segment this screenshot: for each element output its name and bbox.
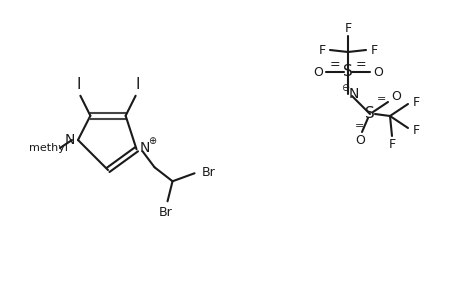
- Text: =: =: [376, 94, 386, 104]
- Text: Br: Br: [201, 166, 215, 179]
- Text: methyl: methyl: [29, 143, 68, 153]
- Text: O: O: [372, 65, 382, 79]
- Text: =: =: [354, 121, 364, 131]
- Text: F: F: [412, 95, 419, 109]
- Text: O: O: [354, 134, 364, 148]
- Text: ⊕: ⊕: [148, 136, 156, 146]
- Text: F: F: [344, 22, 351, 34]
- Text: =: =: [329, 58, 340, 71]
- Text: =: =: [355, 58, 365, 71]
- Text: O: O: [313, 65, 322, 79]
- Text: F: F: [412, 124, 419, 136]
- Text: N: N: [65, 133, 75, 147]
- Text: F: F: [318, 44, 325, 56]
- Text: Br: Br: [158, 206, 172, 219]
- Text: N: N: [348, 87, 358, 101]
- Text: O: O: [390, 91, 400, 103]
- Text: S: S: [364, 106, 374, 122]
- Text: N: N: [139, 141, 149, 155]
- Text: F: F: [369, 44, 377, 56]
- Text: F: F: [387, 139, 395, 152]
- Text: I: I: [135, 77, 140, 92]
- Text: ⊖: ⊖: [340, 83, 348, 93]
- Text: I: I: [76, 77, 80, 92]
- Text: S: S: [342, 64, 352, 80]
